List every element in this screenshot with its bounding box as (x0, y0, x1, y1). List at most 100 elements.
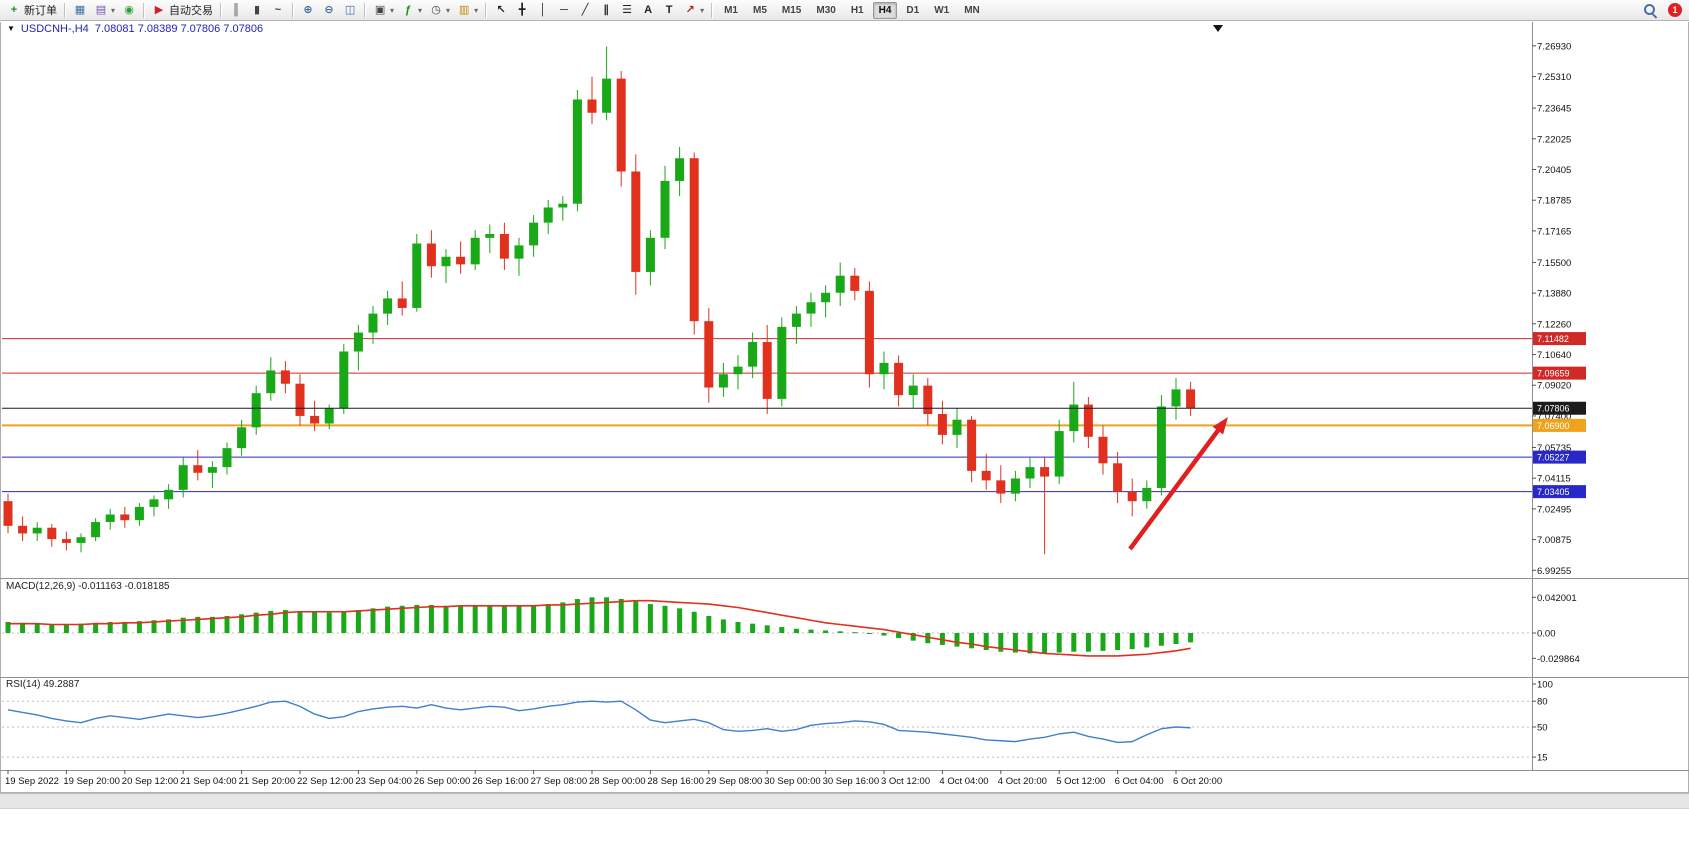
arrows-button[interactable]: ↗ ▾ (680, 1, 707, 19)
one-click-trading-toggle[interactable]: ▼ (7, 24, 15, 33)
candlestick-button[interactable]: ▮ (247, 1, 267, 19)
templates-button[interactable]: ▥ ▾ (454, 1, 481, 19)
macd-bar (779, 627, 785, 633)
cursor-button[interactable]: ↖ (491, 1, 511, 19)
macd-bar (312, 611, 318, 633)
horizontal-scrollbar[interactable] (0, 793, 1689, 809)
trendline-button[interactable]: ╱ (575, 1, 595, 19)
macd-bar (458, 605, 464, 633)
candle (1025, 467, 1035, 479)
indicators-button[interactable]: ƒ ▾ (398, 1, 425, 19)
candle (967, 419, 977, 471)
tile-windows-button[interactable]: ◫ (340, 1, 360, 19)
svg-text:4 Oct 04:00: 4 Oct 04:00 (939, 776, 988, 787)
candle (529, 222, 539, 246)
svg-text:7.05735: 7.05735 (1537, 443, 1571, 454)
new-chart-icon: ▦ (74, 4, 86, 16)
svg-text:5 Oct 12:00: 5 Oct 12:00 (1056, 776, 1105, 787)
svg-text:50: 50 (1537, 723, 1548, 734)
svg-text:7.26930: 7.26930 (1537, 41, 1571, 52)
crosshair-button[interactable]: ╋ (512, 1, 532, 19)
search-icon-handle (1651, 12, 1658, 19)
new-chart-button[interactable]: ▦ (70, 1, 90, 19)
text-button[interactable]: A (638, 1, 658, 19)
svg-text:28 Sep 00:00: 28 Sep 00:00 (589, 776, 646, 787)
svg-text:7.13880: 7.13880 (1537, 289, 1571, 300)
search-button[interactable] (1640, 1, 1661, 19)
macd-bar (239, 614, 245, 633)
svg-text:6 Oct 20:00: 6 Oct 20:00 (1173, 776, 1222, 787)
zoom-out-button[interactable]: ⊖ (319, 1, 339, 19)
candlestick-series (3, 46, 1196, 555)
trend-arrow-annotation[interactable] (1128, 417, 1228, 551)
chart-shift-marker[interactable] (1213, 25, 1223, 32)
candle (32, 527, 42, 534)
macd-bar (1158, 633, 1164, 646)
timeframe-m15-button[interactable]: M15 (781, 4, 802, 16)
candle (207, 467, 217, 473)
macd-bar (93, 622, 99, 633)
autotrading-button[interactable]: ▶ 自动交易 (149, 1, 216, 19)
candle (178, 465, 188, 490)
ohlc-bars-icon: ║ (232, 4, 240, 16)
timeframe-w1-button[interactable]: W1 (934, 4, 950, 16)
macd-bar (166, 619, 172, 633)
macd-bar (1012, 633, 1018, 653)
svg-text:3 Oct 12:00: 3 Oct 12:00 (881, 776, 930, 787)
vertical-line-button[interactable]: │ (533, 1, 553, 19)
macd-bar (720, 619, 726, 633)
macd-bar (560, 602, 566, 633)
channel-button[interactable]: ∥ (596, 1, 616, 19)
chart-canvas[interactable]: 7.26930 7.25310 7.23645 7.22025 7.20405 7.187… (0, 0, 1689, 793)
timeframe-d1-button[interactable]: D1 (906, 4, 920, 16)
timeframe-h1-button[interactable]: H1 (850, 4, 864, 16)
svg-text:20 Sep 12:00: 20 Sep 12:00 (122, 776, 179, 787)
svg-text:23 Sep 04:00: 23 Sep 04:00 (355, 776, 412, 787)
macd-bar (618, 599, 624, 633)
horizontal-line-button[interactable]: ─ (554, 1, 574, 19)
macd-indicator-label: MACD(12,26,9) -0.011163 -0.018185 (6, 581, 170, 592)
auto-arrange-button[interactable]: ▣ ▾ (370, 1, 397, 19)
zoom-out-icon: ⊖ (324, 4, 334, 16)
price-tag-res1 (1533, 332, 1586, 346)
candle (47, 527, 57, 540)
candle (777, 326, 787, 399)
new-order-button[interactable]: + 新订单 (4, 1, 60, 19)
svg-text:7.07806: 7.07806 (1537, 404, 1570, 414)
candle (397, 298, 407, 308)
macd-bar (910, 633, 916, 641)
macd-bar (63, 624, 69, 633)
timeframe-mn-button[interactable]: MN (964, 4, 980, 16)
candle (18, 525, 28, 534)
zoom-in-button[interactable]: ⊕ (298, 1, 318, 19)
label-button[interactable]: T (659, 1, 679, 19)
macd-bar (954, 633, 960, 647)
candle (105, 514, 115, 523)
timeframe-h4-button[interactable]: H4 (872, 1, 898, 19)
price-tag-bid (1533, 401, 1586, 415)
candle (675, 158, 685, 181)
macd-bar (151, 620, 157, 633)
toolbar-separator (364, 2, 367, 18)
toolbar-separator (143, 2, 146, 18)
timeframe-m5-button[interactable]: M5 (753, 4, 767, 16)
periods-button[interactable]: ◷ ▾ (426, 1, 453, 19)
macd-bar (925, 633, 931, 644)
candle (237, 427, 247, 449)
notification-badge[interactable]: 1 (1668, 3, 1682, 17)
candle (923, 385, 933, 415)
macd-bar (355, 610, 361, 633)
candle (339, 351, 349, 409)
timeframe-m1-button[interactable]: M1 (724, 4, 738, 16)
candle (952, 419, 962, 435)
search-icon (1643, 3, 1658, 19)
candle (558, 203, 568, 208)
line-chart-button[interactable]: ~ (268, 1, 288, 19)
timeframe-m30-button[interactable]: M30 (816, 4, 836, 16)
alerts-button[interactable]: ◉ (119, 1, 139, 19)
macd-bar (224, 616, 230, 633)
bar-chart-button[interactable]: ║ (226, 1, 246, 19)
profiles-button[interactable]: ▤ ▾ (91, 1, 118, 19)
fibonacci-button[interactable]: ☰ (617, 1, 637, 19)
